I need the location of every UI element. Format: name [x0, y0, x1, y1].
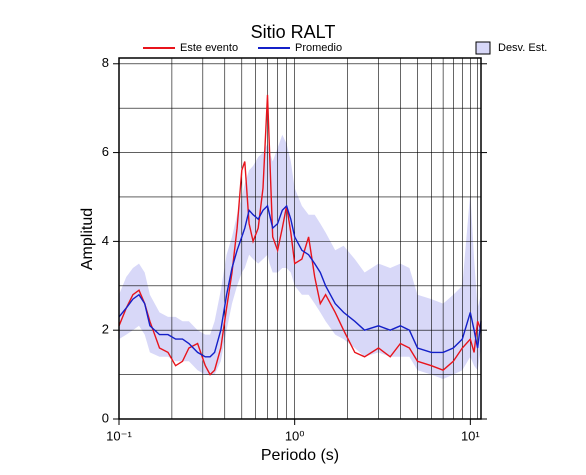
y-axis-label: Amplitud: [79, 208, 96, 270]
x-tick-label: 10⁻¹: [106, 428, 132, 443]
y-tick-label: 6: [102, 144, 109, 159]
x-tick-label: 10¹: [461, 428, 480, 443]
series-line: [118, 204, 482, 358]
chart-title: Sitio RALT: [251, 22, 336, 42]
y-tick-label: 4: [102, 233, 109, 248]
legend-label: Este evento: [180, 42, 238, 54]
legend-label: Desv. Est.: [498, 42, 547, 54]
legend-swatch: [475, 41, 491, 55]
std-band: [119, 134, 481, 379]
series-line: [118, 94, 482, 376]
y-tick-label: 8: [102, 55, 109, 70]
y-tick-label: 2: [102, 322, 109, 337]
x-axis-label: Periodo (s): [261, 447, 339, 464]
plot-frame: [118, 57, 482, 420]
legend-label: Promedio: [295, 42, 342, 54]
x-tick-label: 10⁰: [285, 428, 305, 443]
y-tick-label: 0: [102, 410, 109, 425]
